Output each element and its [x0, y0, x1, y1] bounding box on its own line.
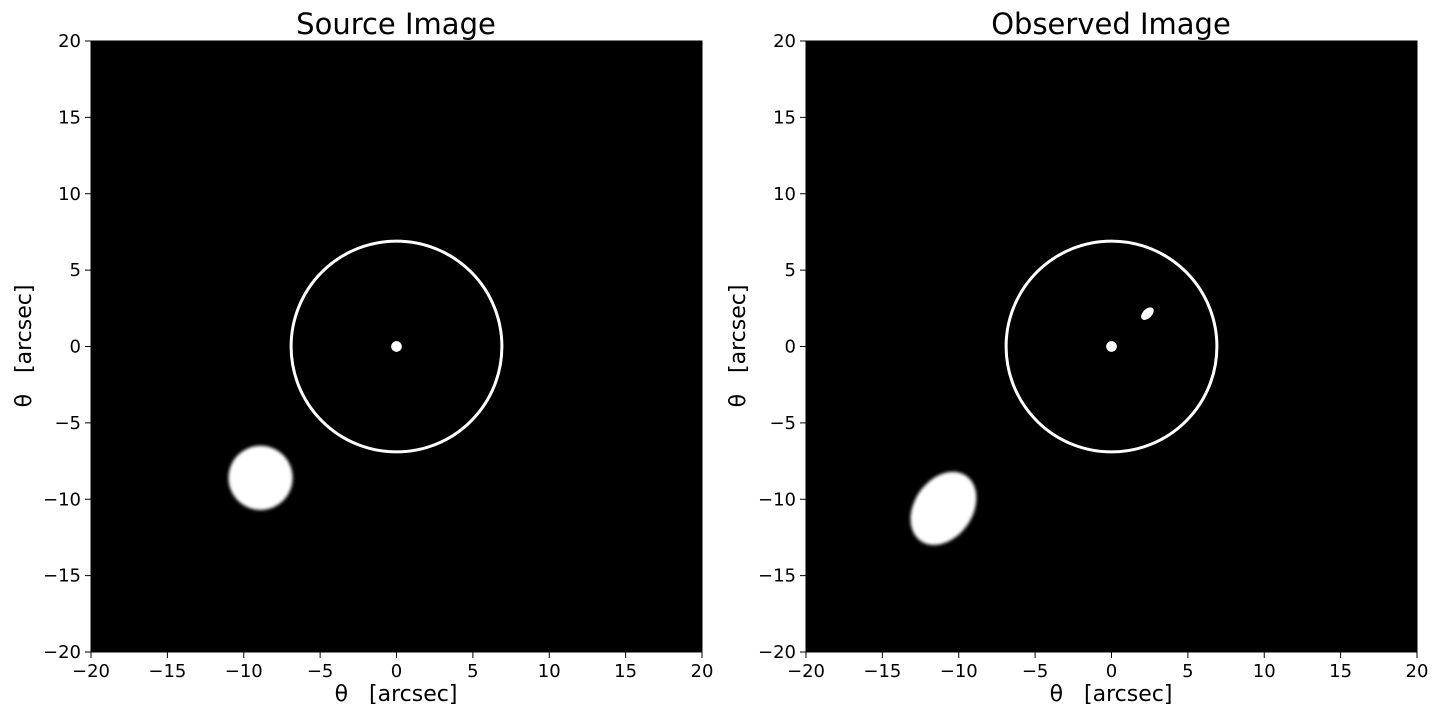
x-tick-label: −5 — [1022, 661, 1049, 682]
source-image-panel: Source Image −20 −15 −10 −5 0 5 10 15 20 −20−15−… — [12, 7, 713, 707]
x-tick-label: 20 — [1406, 661, 1429, 682]
y-tick-label: 0 — [785, 337, 796, 358]
x-tick-label: 5 — [467, 661, 478, 682]
y-tick-label: −20 — [758, 642, 796, 663]
x-tick-label: 10 — [538, 661, 561, 682]
x-tick-label: 0 — [391, 661, 402, 682]
y-tick-label: 5 — [70, 260, 81, 281]
inner-image — [1141, 307, 1154, 320]
einstein-ring-circle — [289, 239, 504, 454]
panel-title: Source Image — [296, 7, 496, 41]
y-axis-ticks: −20 −15 −10 −5 0 5 10 15 20 — [43, 31, 91, 663]
x-axis-ticks: −20 −15 −10 −5 0 5 10 15 20 — [72, 652, 713, 682]
y-tick-label: 0 — [70, 337, 81, 358]
x-tick-label: −20 — [787, 661, 825, 682]
x-tick-label: −10 — [940, 661, 978, 682]
outer-image — [910, 471, 977, 545]
x-tick-label: −5 — [307, 661, 334, 682]
x-axis-ticks: −20 −15 −10 −5 0 5 10 15 20 — [787, 652, 1428, 682]
y-tick-label: 15 — [58, 107, 81, 128]
y-tick-label: −20 — [43, 642, 81, 663]
y-axis-label: θ [arcsec] — [12, 285, 37, 408]
y-tick-label: −15 — [758, 566, 796, 587]
observed-image-panel: Observed Image −20 −15 −10 −5 0 5 10 15 20 −20 −1… — [726, 7, 1428, 707]
central-dot — [1106, 341, 1117, 352]
y-tick-label: 20 — [773, 31, 796, 52]
x-tick-label: −15 — [863, 661, 901, 682]
y-axis-label: θ [arcsec] — [726, 285, 751, 408]
y-tick-label: 5 — [785, 260, 796, 281]
y-tick-label: 15 — [773, 107, 796, 128]
y-axis-ticks: −20 −15 −10 −5 0 5 10 15 20 — [758, 31, 806, 663]
y-tick-label: 20 — [58, 31, 81, 52]
image-marks — [228, 239, 504, 510]
x-axis-label: θ [arcsec] — [335, 682, 458, 707]
einstein-ring-circle — [1004, 239, 1219, 454]
x-tick-label: 15 — [1329, 661, 1352, 682]
y-tick-label: 10 — [58, 184, 81, 205]
x-tick-label: 5 — [1182, 661, 1193, 682]
x-tick-label: 15 — [614, 661, 637, 682]
y-tick-label: −15 — [43, 566, 81, 587]
x-tick-label: −15 — [148, 661, 186, 682]
y-tick-label: −10 — [43, 489, 81, 510]
y-tick-label: −5 — [769, 413, 796, 434]
y-tick-label: −5 — [54, 413, 81, 434]
x-tick-label: 0 — [1106, 661, 1117, 682]
image-marks — [910, 239, 1219, 545]
x-tick-label: −10 — [225, 661, 263, 682]
source-blob — [228, 445, 293, 510]
y-tick-label: 10 — [773, 184, 796, 205]
central-dot — [391, 341, 402, 352]
x-tick-label: 10 — [1253, 661, 1276, 682]
panel-title: Observed Image — [991, 7, 1231, 41]
y-tick-label: −10 — [758, 489, 796, 510]
x-tick-label: 20 — [691, 661, 714, 682]
x-tick-label: −20 — [72, 661, 110, 682]
x-axis-label: θ [arcsec] — [1050, 682, 1173, 707]
